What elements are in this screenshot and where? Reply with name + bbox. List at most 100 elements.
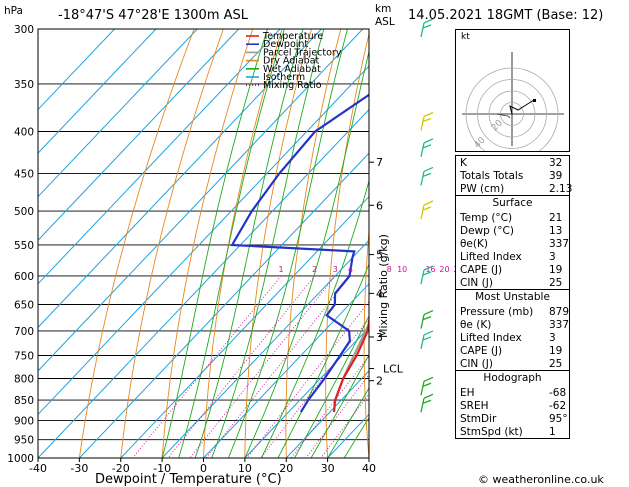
wind-barb-flag (423, 18, 434, 24)
row-value: 19 (549, 264, 563, 276)
row-label: SREH (460, 400, 489, 412)
pressure-tick-label: 450 (14, 168, 34, 180)
wind-barb (420, 111, 434, 131)
row-label: CAPE (J) (460, 264, 503, 276)
mixing-ratio-label: 16 (425, 265, 435, 274)
table-row: K 32 (456, 156, 569, 169)
table-row: EH -68 (456, 386, 569, 399)
wind-barb-flag (423, 309, 434, 316)
isotherm-line (38, 29, 157, 154)
table-row: Pressure (mb) 879 (456, 305, 569, 318)
x-axis-label: Dewpoint / Temperature (°C) (95, 472, 282, 487)
row-value: 95° (549, 413, 568, 425)
pressure-tick-label: 650 (14, 300, 34, 312)
table-row: CAPE (J) 19 (456, 263, 569, 276)
plot-frame (37, 28, 370, 459)
most-unstable-title: Most Unstable (475, 291, 550, 303)
x-tick-label: 10 (238, 462, 252, 475)
mixing-ratio-line (305, 373, 369, 458)
isotherm-line (38, 29, 240, 241)
row-label: θe(K) (460, 238, 488, 250)
wind-barb-flag (422, 271, 432, 276)
row-value: 3 (549, 332, 556, 344)
pressure-tick-label: 700 (14, 326, 34, 338)
isotherm-line (38, 29, 281, 285)
wind-barb (420, 330, 434, 350)
legend-label: Temperature (262, 31, 323, 42)
isotherm-line (161, 239, 369, 458)
x-tick-label: 30 (321, 462, 335, 475)
wind-barb-flag (422, 382, 432, 387)
wind-barb-flag (423, 376, 434, 382)
row-label: Pressure (mb) (460, 306, 534, 318)
wind-barb-staff (420, 334, 425, 350)
wind-barb-staff (420, 22, 425, 38)
pressure-tick-label: 950 (14, 435, 34, 447)
footer-credit: © weatheronline.co.uk (478, 473, 604, 486)
wind-barb (420, 138, 434, 158)
table-row: PW (cm) 2.13 (456, 182, 572, 195)
pressure-tick-label: 550 (14, 240, 34, 252)
mixing-ratio-label: 4 (348, 265, 353, 274)
pressure-tick-label: 400 (14, 127, 34, 139)
legend-label: Parcel Trajectory (263, 47, 342, 58)
temperature-line (332, 319, 369, 413)
km-tick-label: 3 (376, 331, 383, 344)
wind-barb-flag (422, 399, 432, 404)
legend-label: Isotherm (263, 72, 305, 83)
km-tick-label: 5 (376, 249, 383, 262)
row-label: PW (cm) (460, 183, 505, 195)
wind-barb-flag (422, 117, 432, 123)
indices-table: K 32 Totals Totals 39 PW (cm) 2.13 Surface Te… (455, 155, 572, 439)
mixing-ratio-line (132, 275, 282, 458)
lcl-label: LCL (383, 363, 404, 376)
wind-barb (420, 18, 434, 38)
table-row: CIN (J) 25 (456, 357, 569, 370)
isotherm-line (38, 29, 198, 198)
row-value: 19 (549, 345, 563, 357)
wet-adiabat-line (211, 29, 325, 458)
table-row: Lifted Index 3 (456, 250, 569, 263)
isotherm-line (38, 65, 369, 416)
wind-barb-flag (423, 138, 434, 144)
asl-label: ASL (375, 16, 395, 28)
pressure-tick-label: 1000 (7, 453, 34, 465)
row-value: -62 (549, 400, 567, 412)
mixing-ratio-line (167, 275, 315, 458)
hodograph-ring (500, 102, 524, 126)
wind-barb-flag (422, 336, 432, 341)
hodograph-ring (477, 79, 547, 149)
wet-adiabat-line (294, 314, 369, 458)
dry-adiabat-line (603, 29, 629, 458)
table-row: StmDir 95° (456, 412, 569, 425)
row-label: StmSpd (kt) (460, 426, 523, 438)
wind-barb-staff (420, 381, 425, 396)
location-title: -18°47'S 47°28'E 1300m ASL (58, 8, 249, 23)
row-label: Totals Totals (460, 170, 524, 182)
mixing-ratio-line (290, 355, 369, 458)
wind-barb-staff (420, 314, 425, 329)
wet-adiabat-line (327, 387, 369, 458)
mixing-ratio-axis-label: Mixing Ratio (g/kg) (377, 234, 390, 338)
x-tick-label: -10 (153, 462, 171, 475)
km-tick-label: 2 (376, 375, 383, 388)
wet-adiabat-line (161, 29, 268, 458)
legend-label: Wet Adiabat (263, 64, 321, 75)
wind-barb (420, 309, 434, 329)
table-row: Temp (°C) 21 (456, 211, 569, 224)
wind-barb-staff (420, 171, 425, 186)
km-tick-label: 4 (376, 287, 383, 300)
mixing-ratio-label: 8 (387, 265, 392, 274)
table-row: StmSpd (kt) 1 (456, 425, 569, 438)
hodograph-panel: kt 40 20 (455, 29, 570, 152)
table-row: Totals Totals 39 (456, 169, 569, 182)
wind-barb (420, 200, 434, 220)
pressure-tick-label: 500 (14, 206, 34, 218)
isotherm-line (38, 29, 115, 111)
parcel-trajectory-line (333, 321, 369, 413)
wind-barb-staff (420, 269, 425, 285)
x-tick-label: 20 (279, 462, 293, 475)
hodograph-unit: kt (461, 32, 470, 42)
km-label: km (375, 3, 392, 15)
